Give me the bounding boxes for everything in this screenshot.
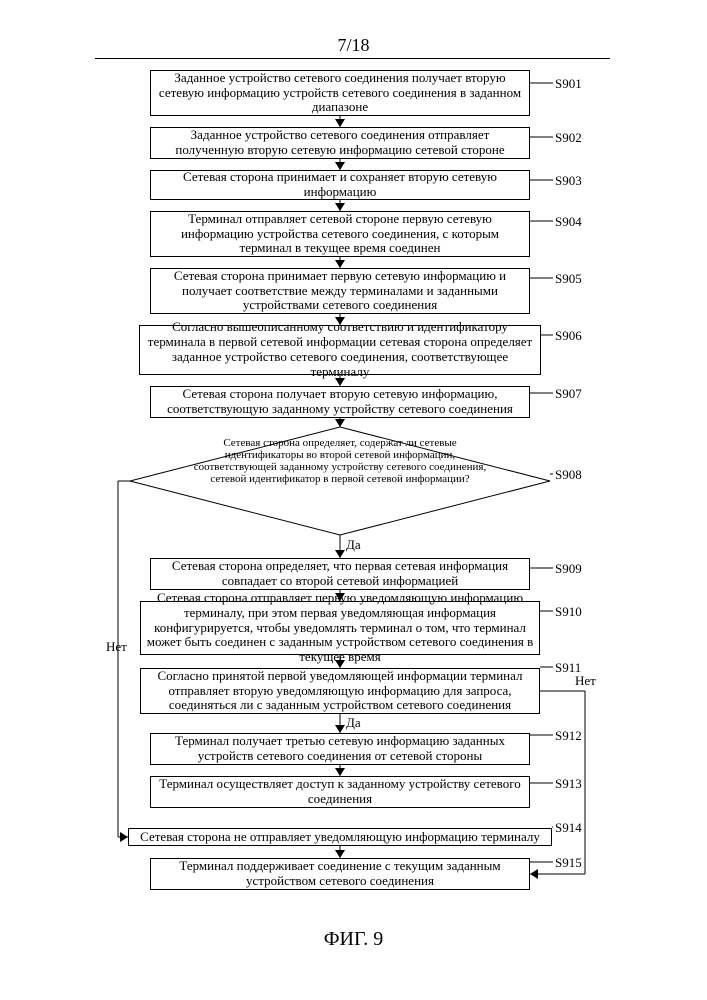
step-s906: Согласно вышеописанному соответствию и и…: [139, 325, 541, 375]
label-s903: S903: [555, 173, 582, 189]
step-s904: Терминал отправляет сетевой стороне перв…: [150, 211, 530, 257]
step-s908: Сетевая сторона определяет, содержат ли …: [185, 437, 495, 485]
step-s901: Заданное устройство сетевого соединения …: [150, 70, 530, 116]
step-s909: Сетевая сторона определяет, что первая с…: [150, 558, 530, 590]
label-s904: S904: [555, 214, 582, 230]
step-s910: Сетевая сторона отправляет первую уведом…: [140, 601, 540, 655]
label-s901: S901: [555, 76, 582, 92]
edge-no-2: Нет: [575, 673, 596, 689]
step-s913: Терминал осуществляет доступ к заданному…: [150, 776, 530, 808]
label-s906: S906: [555, 328, 582, 344]
step-s915: Терминал поддерживает соединение с текущ…: [150, 858, 530, 890]
step-s912: Терминал получает третью сетевую информа…: [150, 733, 530, 765]
edge-yes-2: Да: [346, 715, 361, 731]
edge-no-1: Нет: [106, 639, 127, 655]
label-s907: S907: [555, 386, 582, 402]
label-s910: S910: [555, 604, 582, 620]
step-s903: Сетевая сторона принимает и сохраняет вт…: [150, 170, 530, 200]
step-s905: Сетевая сторона принимает первую сетевую…: [150, 268, 530, 314]
label-s915: S915: [555, 855, 582, 871]
label-s902: S902: [555, 130, 582, 146]
label-s912: S912: [555, 728, 582, 744]
edge-yes-1: Да: [346, 537, 361, 553]
step-s914: Сетевая сторона не отправляет уведомляющ…: [128, 828, 552, 846]
step-s911: Согласно принятой первой уведомляющей ин…: [140, 668, 540, 714]
step-s902: Заданное устройство сетевого соединения …: [150, 127, 530, 159]
label-s909: S909: [555, 561, 582, 577]
figure-caption: ФИГ. 9: [0, 928, 707, 951]
label-s908: S908: [555, 467, 582, 483]
label-s913: S913: [555, 776, 582, 792]
label-s914: S914: [555, 820, 582, 836]
label-s905: S905: [555, 271, 582, 287]
step-s907: Сетевая сторона получает вторую сетевую …: [150, 386, 530, 418]
